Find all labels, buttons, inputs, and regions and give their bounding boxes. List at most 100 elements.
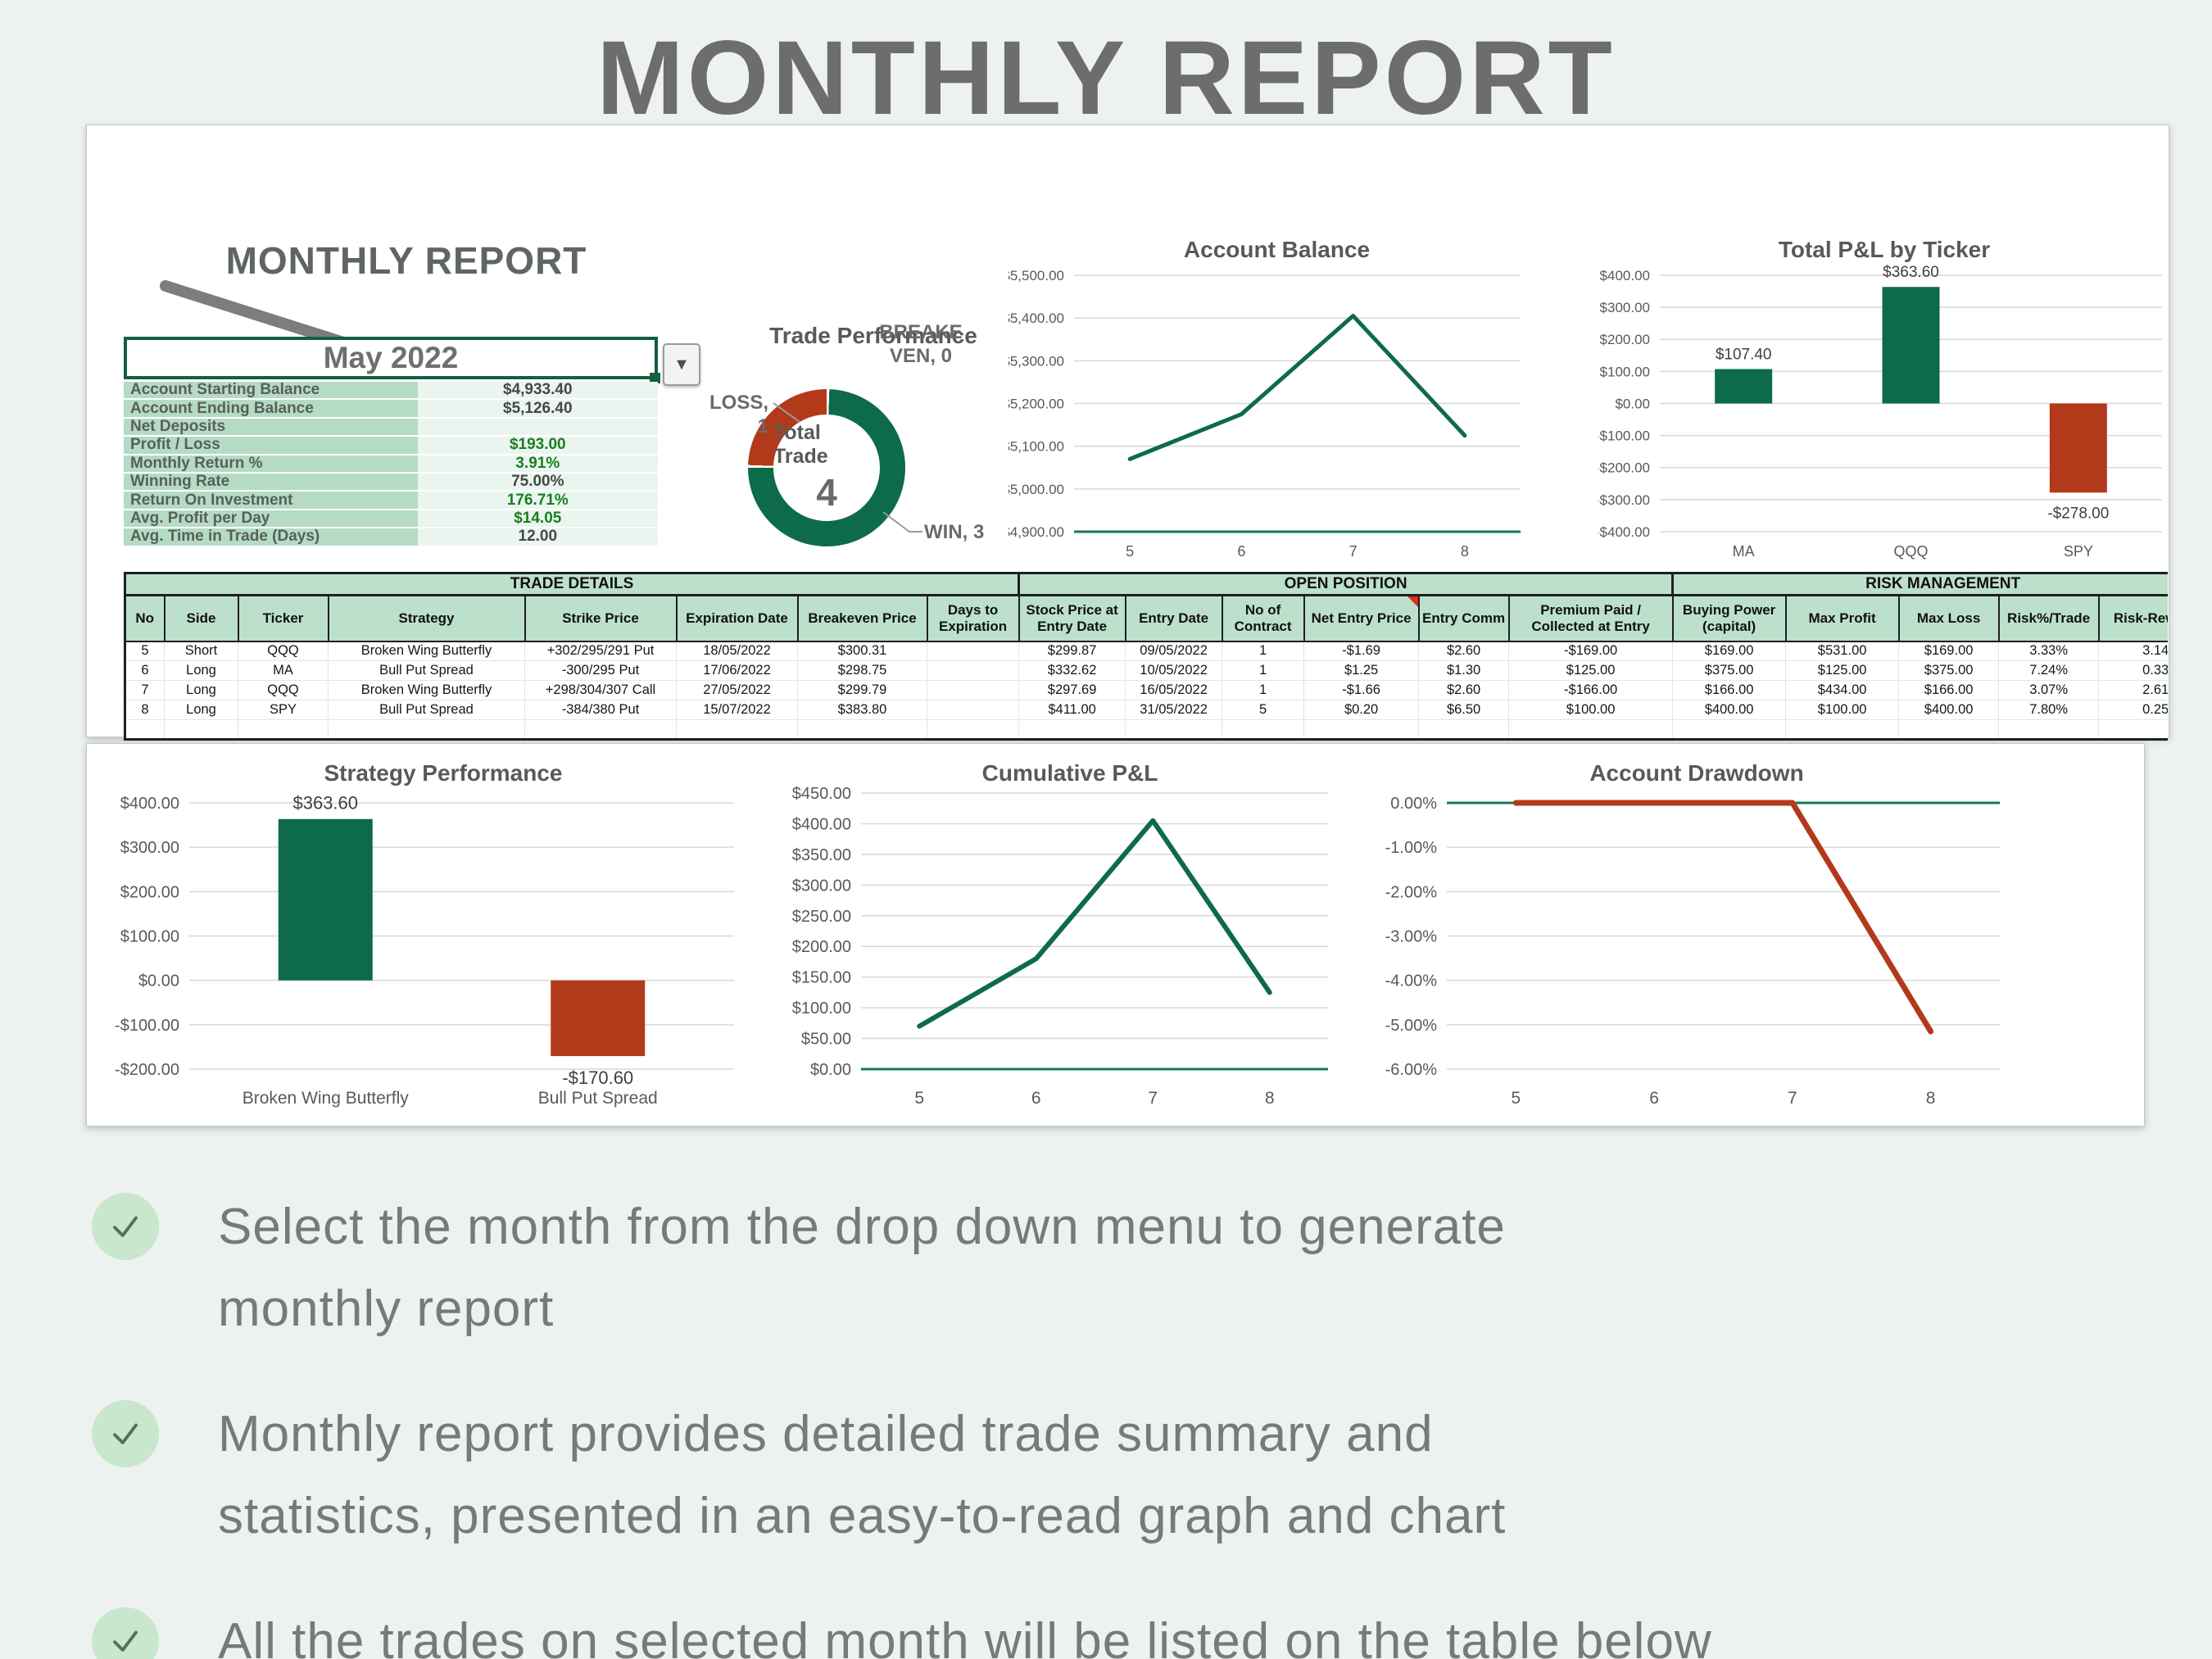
checkmark-icon <box>92 1399 159 1467</box>
table-cell <box>1303 719 1420 740</box>
stats-row: Profit / Loss $193.00 <box>124 436 658 456</box>
column-header: No of Contract <box>1221 594 1305 642</box>
column-header: Buying Power (capital) <box>1671 594 1787 642</box>
table-cell <box>1018 719 1126 740</box>
table-cell: -300/295 Put <box>524 660 677 681</box>
column-header: Strike Price <box>524 594 678 642</box>
table-cell: $375.00 <box>1898 660 2000 681</box>
svg-text:6: 6 <box>1649 1089 1659 1108</box>
table-cell <box>926 660 1020 681</box>
svg-text:-2.00%: -2.00% <box>1385 883 1438 901</box>
instructions-list: Select the month from the drop down menu… <box>92 1186 2140 1659</box>
report-panel: MONTHLY REPORT May 2022 ▼ Account Starti… <box>86 125 2170 741</box>
column-header: Premium Paid / Collected at Entry <box>1507 594 1674 642</box>
chart-title: Cumulative P&L <box>981 760 1158 786</box>
selection-handle[interactable] <box>650 373 660 383</box>
table-cell: 3.07% <box>1998 680 2100 700</box>
svg-text:-1.00%: -1.00% <box>1385 839 1438 857</box>
table-cell: $400.00 <box>1898 700 2000 720</box>
table-cell: $166.00 <box>1672 680 1787 700</box>
svg-text:7: 7 <box>1148 1089 1158 1108</box>
table-cell: 17/06/2022 <box>676 660 798 681</box>
svg-text:-$100.00: -$100.00 <box>115 1017 179 1035</box>
table-cell: $2.60 <box>1418 680 1510 700</box>
svg-text:-3.00%: -3.00% <box>1385 928 1438 946</box>
column-header: Days to Expiration <box>926 594 1020 642</box>
table-cell: $125.00 <box>1785 660 1900 681</box>
instruction-item: Select the month from the drop down menu… <box>92 1186 2140 1351</box>
table-cell: -$1.69 <box>1303 641 1420 661</box>
column-header: Entry Comm <box>1417 594 1510 642</box>
svg-text:$50.00: $50.00 <box>801 1031 851 1049</box>
table-cell <box>1508 719 1674 740</box>
table-group-header: OPEN POSITION <box>1018 572 1675 596</box>
svg-text:$5,300.00: $5,300.00 <box>1009 353 1064 369</box>
table-cell <box>1222 719 1305 740</box>
svg-text:$200.00: $200.00 <box>792 938 851 956</box>
stats-label: Winning Rate <box>124 473 418 492</box>
cumulative-pnl-plot: $450.00 $400.00 $350.00 $300.00 $250.00 $200.… <box>779 754 1361 1122</box>
month-dropdown-button[interactable]: ▼ <box>663 343 700 386</box>
table-cell: QQQ <box>238 641 329 661</box>
svg-text:5: 5 <box>914 1089 924 1108</box>
table-cell: -$169.00 <box>1508 641 1674 661</box>
instruction-item: All the trades on selected month will be… <box>92 1601 2140 1659</box>
svg-text:-4.00%: -4.00% <box>1385 972 1438 990</box>
table-cell: $434.00 <box>1785 680 1900 700</box>
svg-text:7: 7 <box>1349 543 1358 560</box>
table-cell: $169.00 <box>1898 641 2000 661</box>
svg-text:$4,900.00: $4,900.00 <box>1009 524 1064 540</box>
table-cell: $332.62 <box>1018 660 1126 681</box>
checkmark-icon <box>92 1607 159 1659</box>
table-cell: 09/05/2022 <box>1125 641 1223 661</box>
column-header: Max Profit <box>1784 594 1900 642</box>
table-cell <box>926 680 1020 700</box>
table-cell: $1.30 <box>1418 660 1510 681</box>
svg-text:$150.00: $150.00 <box>792 969 851 987</box>
stats-row: Winning Rate 75.00% <box>124 473 658 492</box>
month-dropdown[interactable]: May 2022 <box>124 337 660 383</box>
cumulative-pnl-chart: $450.00 $400.00 $350.00 $300.00 $250.00 $200.… <box>779 754 1361 1122</box>
svg-text:$200.00: $200.00 <box>1600 332 1650 347</box>
table-cell: 5 <box>1222 700 1305 720</box>
svg-text:$363.60: $363.60 <box>1883 264 1939 281</box>
svg-text:-$278.00: -$278.00 <box>2047 505 2109 522</box>
table-cell: Bull Put Spread <box>328 700 525 720</box>
table-cell: $375.00 <box>1672 660 1787 681</box>
table-cell: Broken Wing Butterfly <box>328 680 525 700</box>
stats-row: Avg. Time in Trade (Days) 12.00 <box>124 528 658 547</box>
svg-text:$300.00: $300.00 <box>1600 300 1650 315</box>
chart-title: Trade Performance <box>769 323 977 348</box>
table-cell <box>926 700 1020 720</box>
pnl-by-ticker-plot: $400.00 $300.00 $200.00 $100.00 $0.00 -$100.0… <box>1595 230 2170 566</box>
stats-label: Profit / Loss <box>124 436 418 456</box>
chevron-down-icon: ▼ <box>673 355 690 374</box>
table-cell <box>926 641 1020 661</box>
table-cell: $298.75 <box>797 660 927 681</box>
stats-value: 75.00% <box>417 473 658 492</box>
svg-text:6: 6 <box>1237 543 1245 560</box>
page-title: MONTHLY REPORT <box>596 20 1616 137</box>
column-header: Breakeven Price <box>796 594 928 642</box>
svg-text:$400.00: $400.00 <box>792 815 851 833</box>
stats-row: Account Starting Balance $4,933.40 <box>124 381 658 401</box>
svg-text:QQQ: QQQ <box>1893 543 1928 560</box>
account-drawdown-plot: 0.00% -1.00% -2.00% -3.00% -4.00% -5.00% -6.00… <box>1361 754 2033 1122</box>
table-row: 7 Long QQQ Broken Wing Butterfly +298/304/30… <box>125 680 2168 700</box>
table-cell: $300.31 <box>797 641 927 661</box>
table-cell <box>1418 719 1510 740</box>
svg-text:MA: MA <box>1733 543 1755 560</box>
trade-performance-chart: Trade Performance Total Trade 4 BREAKE V… <box>693 316 1054 566</box>
stats-row: Monthly Return % 3.91% <box>124 455 658 474</box>
svg-text:-$170.60: -$170.60 <box>562 1067 633 1088</box>
stats-label: Account Starting Balance <box>124 381 418 401</box>
stats-label: Return On Investment <box>124 492 418 510</box>
trades-table: TRADE DETAILS OPEN POSITION RISK MANAGEMEN… <box>124 572 2168 741</box>
svg-text:6: 6 <box>1031 1089 1041 1108</box>
table-cell: 27/05/2022 <box>676 680 798 700</box>
table-cell: 7.80% <box>1998 700 2100 720</box>
donut-total-value: 4 <box>816 471 837 514</box>
table-cell <box>1125 719 1223 740</box>
svg-text:$400.00: $400.00 <box>120 795 179 813</box>
instruction-text: Select the month from the drop down menu… <box>218 1199 1506 1338</box>
